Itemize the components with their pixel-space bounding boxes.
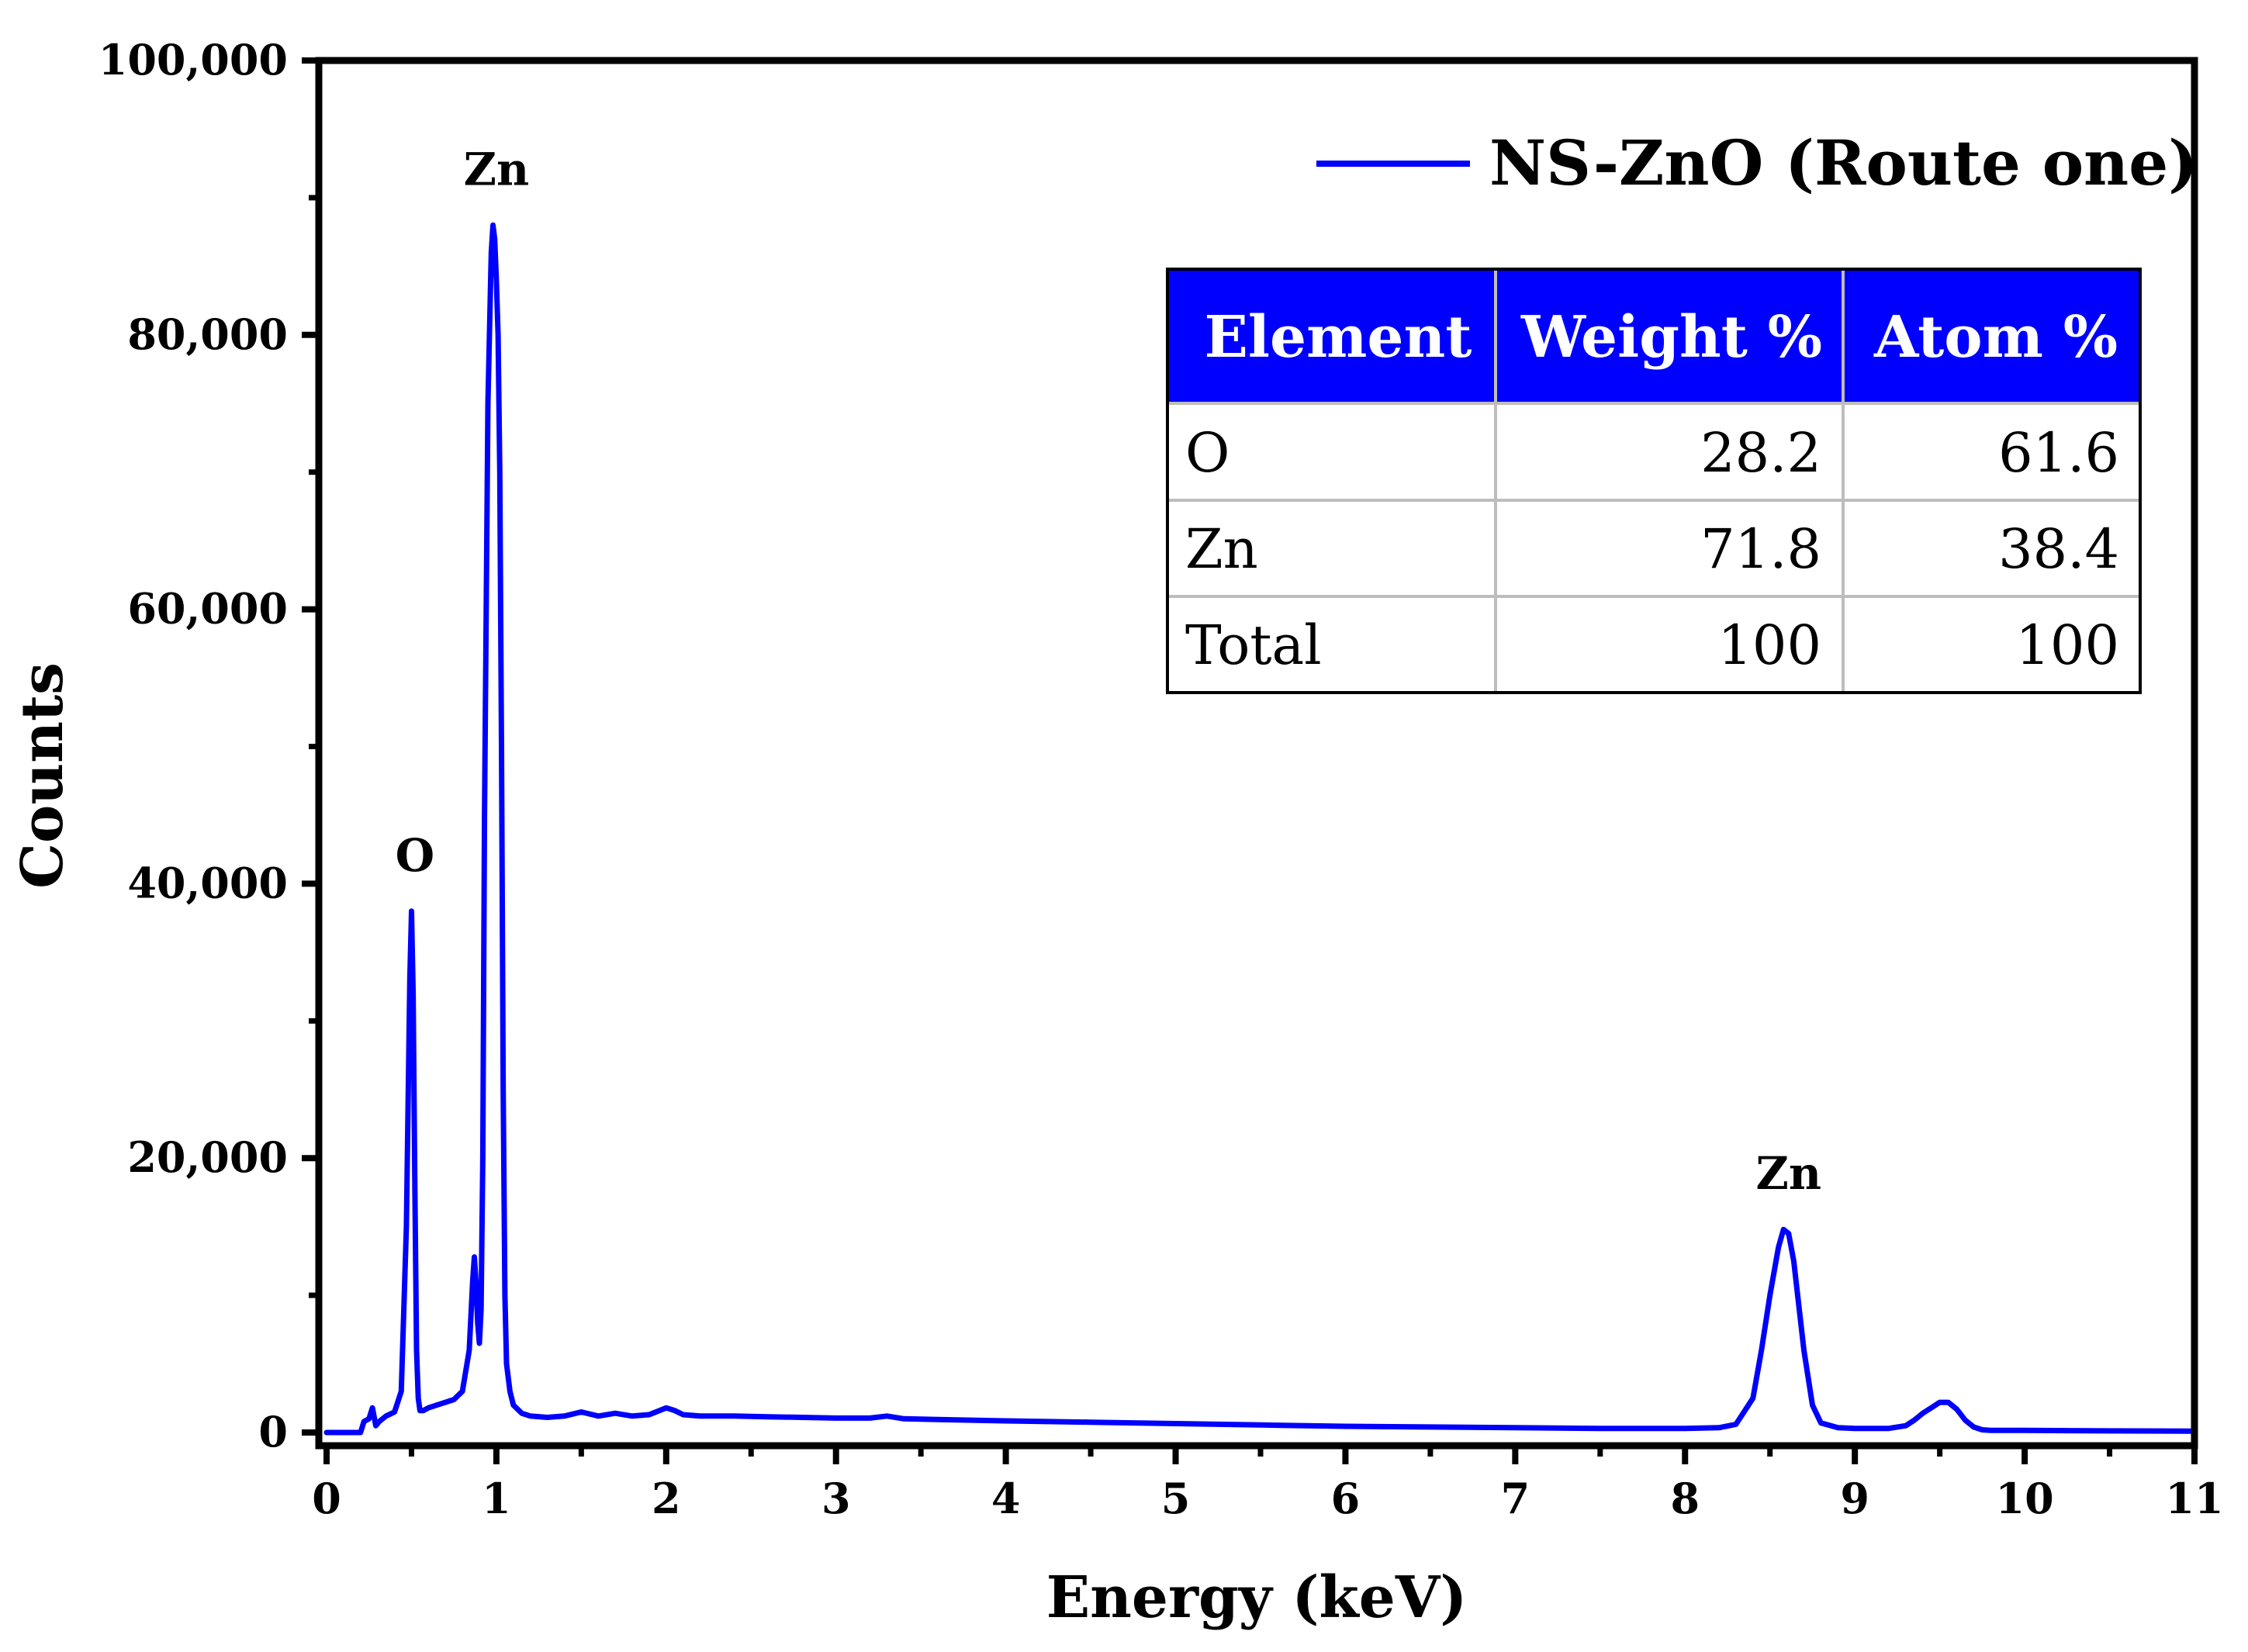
table-cell-atom: 100 <box>2015 613 2119 677</box>
table-header-element: Element <box>1205 304 1472 371</box>
peak-label: Zn <box>464 143 530 195</box>
table-cell-weight: 100 <box>1717 613 1821 677</box>
table-cell-atom: 38.4 <box>1998 517 2119 581</box>
x-tick-label: 2 <box>652 1474 681 1523</box>
x-tick-label: 7 <box>1501 1474 1530 1523</box>
x-tick-label: 11 <box>2165 1474 2223 1523</box>
x-tick-label: 0 <box>312 1474 341 1523</box>
composition-table: Element Weight % Atom % O 28.2 61.6 Zn 7… <box>1167 269 2140 693</box>
table-cell-weight: 28.2 <box>1700 421 1821 485</box>
figure-background <box>0 0 2248 1652</box>
table-cell-element: Zn <box>1185 517 1258 581</box>
y-tick-label: 0 <box>258 1407 288 1457</box>
table-cell-weight: 71.8 <box>1700 517 1821 581</box>
y-axis-title: Counts <box>9 662 76 889</box>
x-tick-label: 5 <box>1161 1474 1191 1523</box>
y-tick-label: 20,000 <box>127 1132 288 1182</box>
table-cell-element: Total <box>1185 613 1322 677</box>
table-header-weight: Weight % <box>1520 304 1822 371</box>
peak-label: Zn <box>1756 1147 1822 1200</box>
y-tick-label: 60,000 <box>127 584 288 634</box>
x-tick-label: 6 <box>1331 1474 1361 1523</box>
y-tick-label: 100,000 <box>99 35 288 85</box>
table-cell-element: O <box>1185 421 1229 485</box>
x-tick-label: 8 <box>1670 1474 1700 1523</box>
x-tick-label: 1 <box>482 1474 511 1523</box>
x-axis-title: Energy (keV) <box>1046 1564 1468 1631</box>
x-tick-label: 9 <box>1840 1474 1869 1523</box>
peak-label: O <box>396 829 435 882</box>
table-header-atom: Atom % <box>1873 304 2118 371</box>
legend-label: NS-ZnO (Route one) <box>1489 126 2198 199</box>
table-cell-atom: 61.6 <box>1998 421 2119 485</box>
x-tick-label: 4 <box>991 1474 1021 1523</box>
y-tick-label: 80,000 <box>127 309 288 359</box>
y-tick-label: 40,000 <box>127 858 288 907</box>
x-tick-label: 3 <box>821 1474 851 1523</box>
x-tick-label: 10 <box>1996 1474 2054 1523</box>
eds-spectrum-chart: Counts Energy (keV) 0 20,000 40,000 60,000 8… <box>0 0 2248 1652</box>
